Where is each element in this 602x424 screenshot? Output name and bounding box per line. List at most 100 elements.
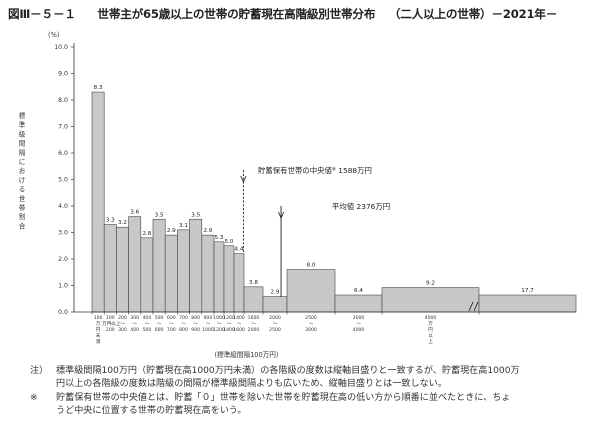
- bar-value-label: 5.0: [225, 239, 234, 245]
- x-tick-label: 1200: [213, 327, 225, 333]
- x-tick-label: ～: [273, 322, 278, 327]
- x-tick-label: 500: [143, 327, 152, 333]
- x-tick-label: ～: [120, 322, 125, 327]
- bar-2: [116, 226, 129, 313]
- bar-3: [128, 216, 142, 313]
- x-tick-label: 円: [428, 327, 433, 333]
- bar-6: [164, 234, 178, 313]
- y-tick-label: 3.0: [58, 230, 68, 237]
- x-tick-label: 2500: [305, 315, 317, 321]
- bar-17: [381, 287, 480, 313]
- annotation-text: 貯蓄保有世帯の中央値: [258, 166, 333, 175]
- y-axis-title-char: 割: [19, 212, 26, 221]
- bar-7: [177, 229, 190, 313]
- bar-0: [91, 91, 105, 313]
- x-tick-label: ～: [157, 322, 162, 327]
- x-tick-label: 以: [428, 333, 433, 339]
- y-tick-label: 9.0: [58, 71, 68, 78]
- annotation-arrow: [278, 211, 285, 220]
- bar-18: [478, 294, 577, 313]
- x-tick-label: 1200: [223, 315, 235, 321]
- bar-5: [152, 218, 166, 313]
- x-tick-label: 600: [155, 327, 164, 333]
- note-1-cont: 円以上の各階級の度数は階級の間隔が標準級間隔よりも広いため、縦軸目盛りとは一致し…: [56, 379, 447, 390]
- bar-11: [223, 245, 235, 313]
- y-axis-title-char: け: [19, 176, 26, 184]
- bar-value-label: 3.2: [118, 220, 127, 226]
- x-tick-label: 2000: [248, 327, 260, 333]
- x-tick-label: 4000: [353, 327, 365, 333]
- x-tick-label: 900: [191, 327, 200, 333]
- x-tick-label: 900: [204, 315, 213, 321]
- bar-8: [189, 218, 203, 313]
- x-tick-label: 上: [428, 338, 433, 345]
- bar-value-label: 4.4: [235, 247, 244, 253]
- bar-value-label: 17.7: [521, 288, 534, 294]
- note-2-mark: ※: [30, 392, 38, 403]
- bar-13: [243, 286, 264, 313]
- y-axis-title-char: る: [19, 186, 26, 194]
- bar-15: [286, 269, 336, 313]
- bar-value-label: 5.3: [215, 235, 224, 241]
- y-tick-label: 1.0: [58, 283, 68, 290]
- bar-10: [213, 241, 225, 313]
- y-axis-title-char: 級: [19, 129, 26, 138]
- figure-number: 図Ⅲ－５－１: [8, 7, 76, 21]
- x-tick-label: 100: [94, 315, 103, 321]
- bar-1: [103, 224, 117, 313]
- value-labels: 8.33.3 3.23.62.83.52.93.13.52.95.35.04.43…: [94, 85, 535, 296]
- y-tick-label: 7.0: [58, 124, 68, 131]
- bar-value-label: 3.3: [106, 218, 115, 224]
- bar-4: [140, 237, 154, 313]
- x-tick-label: 満: [96, 338, 101, 345]
- x-tick-label: ～: [237, 322, 242, 327]
- annotation-label: 平均値 2376万円: [332, 202, 390, 211]
- annotation-mark: ※: [332, 167, 336, 173]
- x-tick-label: 1000: [202, 327, 214, 333]
- note-2-text: 貯蓄保有世帯の中央値とは、貯蓄「０」世帯を除いた世帯を貯蓄現在高の低い方から順番…: [56, 392, 511, 403]
- x-tick-label: ～: [145, 322, 150, 327]
- chart-title: 図Ⅲ－５－１ 世帯主が65歳以上の世帯の貯蓄現在高階級別世帯分布 （二人以上の世…: [8, 6, 557, 22]
- x-tick-label: 1600: [233, 327, 245, 333]
- x-tick-label: 4000: [425, 315, 437, 321]
- bar-value-label: 3.5: [191, 212, 200, 218]
- x-tick-label: 3000: [353, 315, 365, 321]
- x-tick-label: ～: [227, 322, 232, 327]
- bar-value-label: 8.0: [307, 263, 316, 269]
- x-tick-label: 700: [179, 315, 188, 321]
- bar-9: [201, 234, 215, 313]
- y-tick-label: 8.0: [58, 97, 68, 104]
- x-tick-label: 800: [191, 315, 200, 321]
- bar-value-label: 3.8: [249, 280, 258, 286]
- x-tick-label: 2000: [269, 315, 281, 321]
- note-2: ※ 貯蓄保有世帯の中央値とは、貯蓄「０」世帯を除いた世帯を貯蓄現在高の低い方から…: [30, 392, 590, 405]
- bar-value-label: 8.3: [94, 85, 103, 91]
- y-axis-title-char: 隔: [19, 148, 26, 157]
- note-1-text: 標準級間隔100万円（貯蓄現在高1000万円未満）の各階級の度数は縦軸目盛りと一…: [56, 366, 520, 376]
- x-tick-label: 200: [106, 327, 115, 333]
- x-tick-label: 700: [167, 327, 176, 333]
- x-tick-label: 1000: [213, 315, 225, 321]
- y-axis-title-char: 準: [19, 120, 26, 129]
- bar-12: [233, 253, 245, 313]
- x-tick-label: ～: [206, 322, 211, 327]
- bar-value-label: 6.4: [354, 288, 363, 294]
- note-2-cont: うど中央に位置する世帯の貯蓄現在高をいう。: [56, 406, 247, 417]
- x-tick-label: ～: [108, 322, 113, 327]
- x-tick-label: ～: [217, 322, 222, 327]
- x-tick-label: 2500: [269, 327, 281, 333]
- x-tick-label: 1400: [223, 327, 235, 333]
- x-tick-label: 400: [130, 327, 139, 333]
- bar-value-label: 3.6: [130, 210, 139, 216]
- x-tick-label: ～: [169, 322, 174, 327]
- note-1: 注） 標準級間隔100万円（貯蓄現在高1000万円未満）の各階級の度数は縦軸目盛…: [30, 365, 590, 378]
- x-tick-label: 万: [96, 321, 101, 327]
- bar-value-label: 2.9: [271, 290, 280, 296]
- y-axis-title-char: 帯: [19, 203, 26, 212]
- x-tick-label: 100: [106, 315, 115, 321]
- y-tick-label: 10.0: [54, 44, 68, 51]
- x-tick-label: ～: [132, 322, 137, 327]
- y-tick-label: 4.0: [58, 203, 68, 210]
